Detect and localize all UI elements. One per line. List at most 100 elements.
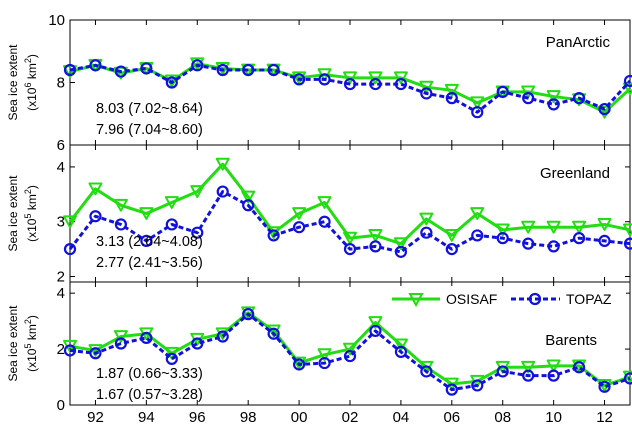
y-tick-label: 8	[57, 75, 65, 92]
y-tick-label: 6	[57, 137, 65, 154]
legend-label-osisaf: OSISAF	[446, 291, 497, 307]
point-osisaf	[470, 207, 485, 220]
point-osisaf	[521, 85, 536, 99]
point-topaz	[267, 229, 280, 242]
point-topaz	[191, 337, 204, 350]
panel-greenland: 2 3 4 Sea ice extent (x105 km2) Greenland 3.13…	[6, 144, 632, 286]
point-topaz	[318, 73, 331, 86]
y-tick-label: 10	[48, 12, 65, 29]
point-osisaf	[368, 71, 383, 85]
point-osisaf	[444, 83, 459, 97]
point-topaz	[369, 324, 382, 338]
point-osisaf	[521, 360, 536, 374]
panel-title: PanArctic	[546, 34, 611, 51]
point-osisaf	[623, 370, 632, 384]
point-topaz	[191, 59, 204, 72]
point-topaz	[140, 234, 153, 247]
point-osisaf	[546, 90, 561, 103]
point-osisaf	[190, 185, 205, 198]
point-osisaf	[368, 229, 383, 242]
point-topaz	[471, 106, 484, 119]
point-osisaf	[164, 74, 179, 88]
point-topaz	[394, 245, 408, 258]
point-osisaf	[113, 66, 128, 80]
point-osisaf	[113, 330, 128, 343]
point-osisaf	[495, 223, 510, 237]
x-tick-label: 06	[443, 409, 460, 424]
point-osisaf	[521, 220, 536, 234]
point-topaz	[89, 210, 102, 223]
point-topaz	[572, 92, 586, 105]
y-tick-label: 2	[57, 341, 65, 358]
point-osisaf	[88, 344, 103, 357]
point-osisaf	[393, 338, 408, 352]
panel-panarctic: 6 8 10 Sea ice extent (x106 km2) PanArctic 8.0…	[6, 12, 632, 154]
point-osisaf	[241, 306, 256, 320]
y-tick-label: 4	[57, 285, 65, 302]
point-topaz	[63, 63, 77, 77]
point-topaz	[623, 237, 632, 250]
point-osisaf	[190, 57, 205, 71]
point-topaz	[191, 226, 204, 239]
point-topaz	[420, 87, 433, 100]
point-topaz	[369, 240, 382, 253]
point-topaz	[343, 77, 357, 91]
legend-label-topaz: TOPAZ	[566, 291, 612, 307]
point-topaz	[572, 232, 586, 245]
point-osisaf	[470, 96, 485, 110]
point-topaz	[216, 63, 229, 77]
y-tick-label: 4	[57, 159, 65, 176]
point-topaz	[445, 243, 458, 256]
x-tick-label: 94	[138, 409, 155, 424]
legend-marker-osisaf	[408, 293, 424, 308]
stat-annotation: 1.87 (0.66~3.33)	[96, 366, 203, 382]
point-topaz	[267, 63, 280, 77]
point-osisaf	[215, 157, 230, 171]
point-topaz	[394, 345, 408, 358]
point-topaz	[471, 379, 484, 392]
point-topaz	[242, 63, 255, 77]
point-topaz	[496, 232, 509, 245]
point-topaz	[394, 77, 408, 91]
point-topaz	[63, 243, 77, 256]
x-tick-label: 08	[494, 409, 511, 424]
point-topaz	[242, 199, 255, 212]
x-tick-label: 92	[87, 409, 104, 424]
y-axis-label: Sea ice extent	[6, 44, 20, 121]
point-topaz	[216, 185, 229, 198]
x-tick-label: 10	[545, 409, 562, 424]
point-osisaf	[292, 356, 307, 370]
point-osisaf	[343, 342, 357, 356]
point-osisaf	[266, 324, 281, 338]
x-tick-label: 96	[189, 409, 206, 424]
point-topaz	[292, 358, 306, 371]
point-osisaf	[444, 229, 459, 242]
panel-title: Barents	[545, 332, 597, 349]
point-osisaf	[546, 220, 561, 234]
point-osisaf	[597, 218, 612, 231]
series-line-osisaf	[69, 311, 631, 387]
point-topaz	[623, 74, 632, 88]
point-topaz	[598, 102, 611, 116]
point-osisaf	[292, 71, 307, 85]
point-osisaf	[623, 82, 632, 96]
point-topaz	[369, 77, 382, 91]
series-line-osisaf	[68, 162, 631, 246]
x-tick-label: 00	[291, 409, 308, 424]
point-topaz	[165, 352, 178, 365]
point-topaz	[292, 73, 306, 86]
legend: OSISAF TOPAZ	[386, 286, 626, 312]
point-topaz	[114, 65, 128, 78]
point-osisaf	[393, 237, 408, 251]
point-osisaf	[63, 215, 77, 229]
y-tick-label: 3	[57, 214, 65, 231]
point-osisaf	[419, 212, 434, 226]
point-osisaf	[292, 207, 307, 220]
y-axis-unit: (x106 km2)	[23, 54, 39, 111]
point-topaz	[598, 234, 611, 247]
point-topaz	[292, 221, 306, 234]
y-tick-label: 2	[57, 269, 65, 286]
point-topaz	[165, 218, 178, 231]
point-osisaf	[393, 71, 408, 85]
